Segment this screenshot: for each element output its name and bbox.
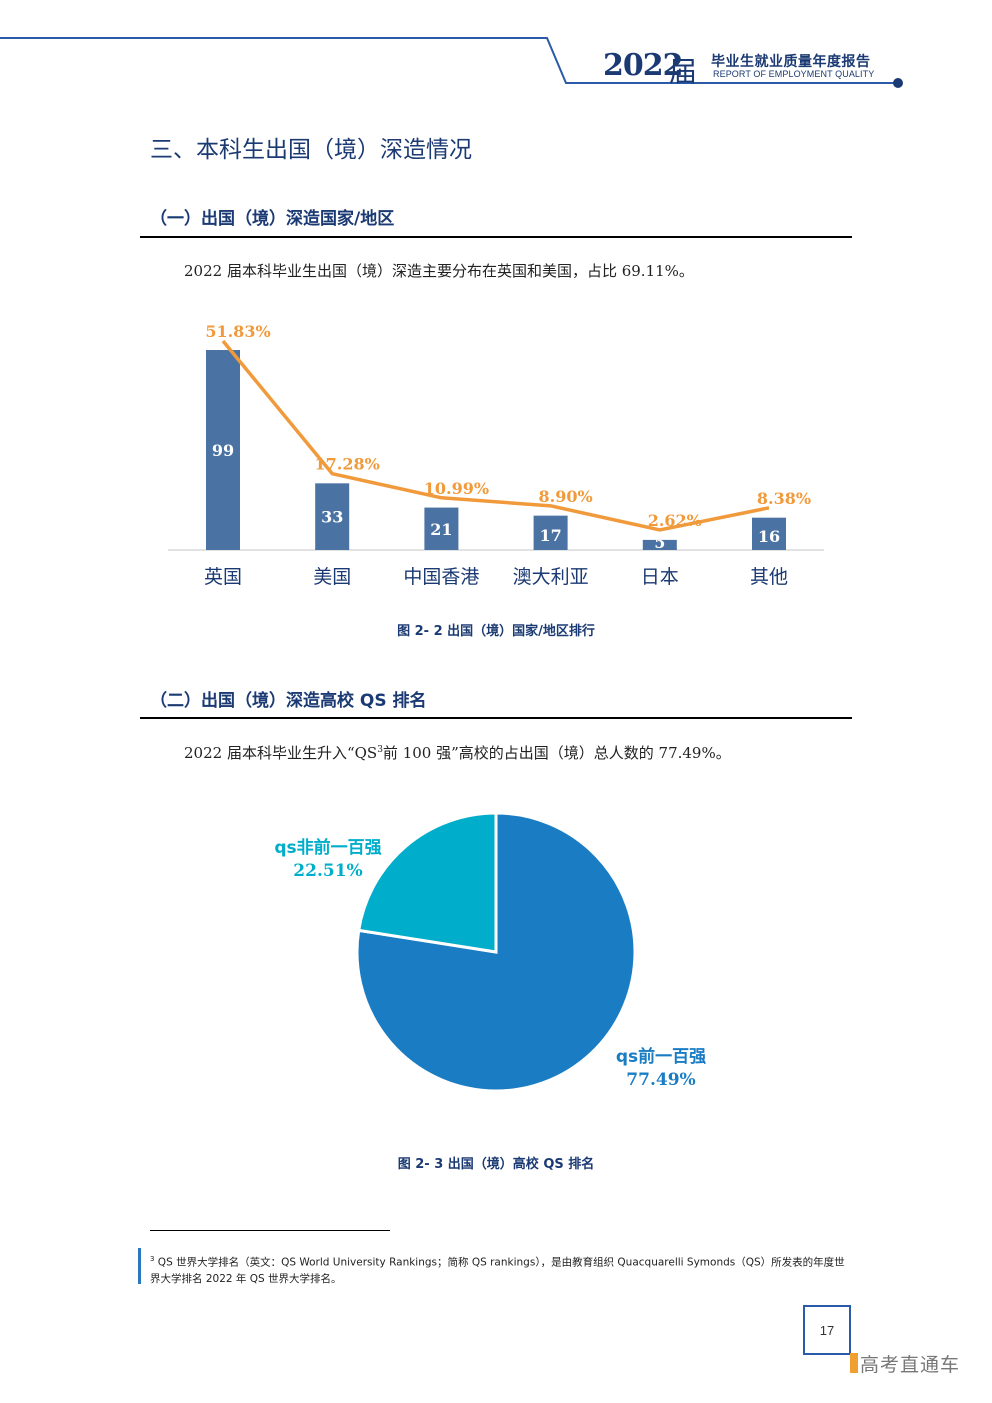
pie-label-0: qs前一百强 <box>616 1046 706 1067</box>
header-decoration <box>0 37 903 88</box>
x-tick-label-0: 英国 <box>204 566 242 588</box>
qs-pie-chart: qs前一百强 77.49% qs非前一百强 22.51% <box>274 811 706 1093</box>
line-value-3: 8.90% <box>539 487 593 506</box>
line-value-0: 51.83% <box>205 322 270 341</box>
x-tick-label-4: 日本 <box>641 566 679 588</box>
bar-value-2: 21 <box>430 520 452 539</box>
x-tick-label-2: 中国香港 <box>403 566 479 588</box>
pie-slice-1 <box>356 811 498 954</box>
part2-caption: 图 2- 3 出国（境）高校 QS 排名 <box>397 1157 595 1172</box>
header-title-en: REPORT OF EMPLOYMENT QUALITY <box>713 69 875 79</box>
header-year: 2022 <box>603 48 683 83</box>
bar-5 <box>752 517 786 550</box>
pie-label-1: qs非前一百强 <box>274 837 381 858</box>
bar-value-1: 33 <box>321 508 343 527</box>
part2-paragraph-after: 前 100 强”高校的占出国（境）总人数的 77.49%。 <box>382 744 731 762</box>
line-value-2: 10.99% <box>424 479 489 498</box>
x-tick-label-5: 其他 <box>750 566 788 588</box>
bar-value-3: 17 <box>539 526 561 545</box>
footnote-accent-bar <box>138 1248 141 1284</box>
line-value-4: 2.62% <box>648 511 702 530</box>
bar-2 <box>424 507 459 550</box>
part1-caption: 图 2- 2 出国（境）国家/地区排行 <box>397 624 595 639</box>
page-number-box: 17 <box>803 1305 851 1355</box>
bar-3 <box>533 515 568 550</box>
part2-paragraph: 2022 届本科毕业生升入“QS3前 100 强”高校的占出国（境）总人数的 7… <box>184 742 731 763</box>
pie-value-0: 77.49% <box>626 1070 695 1090</box>
part2-footnote-ref: 3 <box>377 745 383 755</box>
part2-rule <box>140 717 852 719</box>
bar-1 <box>315 483 350 550</box>
footnote-divider <box>150 1230 390 1231</box>
country-bar-line-chart: 99 英国 33 美国 21 中国香港 17 澳大利亚 5 日本 16 其他 51.83% 17.28% 1… <box>168 322 824 588</box>
bar-value-5: 16 <box>758 527 780 546</box>
bar-0 <box>206 350 240 550</box>
footnote-marker: 3 <box>150 1255 155 1263</box>
footnote: 3 QS 世界大学排名（英文：QS World University Ranki… <box>150 1251 850 1287</box>
page-number: 17 <box>819 1322 835 1338</box>
part1-heading: （一）出国（境）深造国家/地区 <box>150 209 395 229</box>
part2-paragraph-before: 2022 届本科毕业生升入“QS <box>184 744 378 762</box>
bar-value-4: 5 <box>654 533 665 552</box>
watermark: 高考直通车 <box>850 1351 961 1376</box>
watermark-mark <box>850 1353 858 1373</box>
header-jie: 届 <box>669 55 698 88</box>
bar-4 <box>642 539 677 550</box>
line-value-5: 8.38% <box>757 489 811 508</box>
watermark-text: 高考直通车 <box>860 1353 961 1376</box>
section-title: 三、本科生出国（境）深造情况 <box>150 137 472 163</box>
footnote-text: QS 世界大学排名（英文：QS World University Ranking… <box>150 1256 845 1285</box>
x-tick-label-1: 美国 <box>313 566 351 588</box>
part1-rule <box>140 236 852 238</box>
header-title-cn: 毕业生就业质量年度报告 <box>711 54 871 70</box>
pie-slice-0 <box>355 811 637 1093</box>
part1-paragraph: 2022 届本科毕业生出国（境）深造主要分布在英国和美国，占比 69.11%。 <box>184 262 694 280</box>
bar-value-0: 99 <box>212 441 234 460</box>
x-tick-label-3: 澳大利亚 <box>513 566 589 588</box>
line-value-1: 17.28% <box>315 455 380 474</box>
share-line <box>221 339 770 532</box>
pie-value-1: 22.51% <box>293 861 362 881</box>
part2-heading: （二）出国（境）深造高校 QS 排名 <box>150 691 427 711</box>
